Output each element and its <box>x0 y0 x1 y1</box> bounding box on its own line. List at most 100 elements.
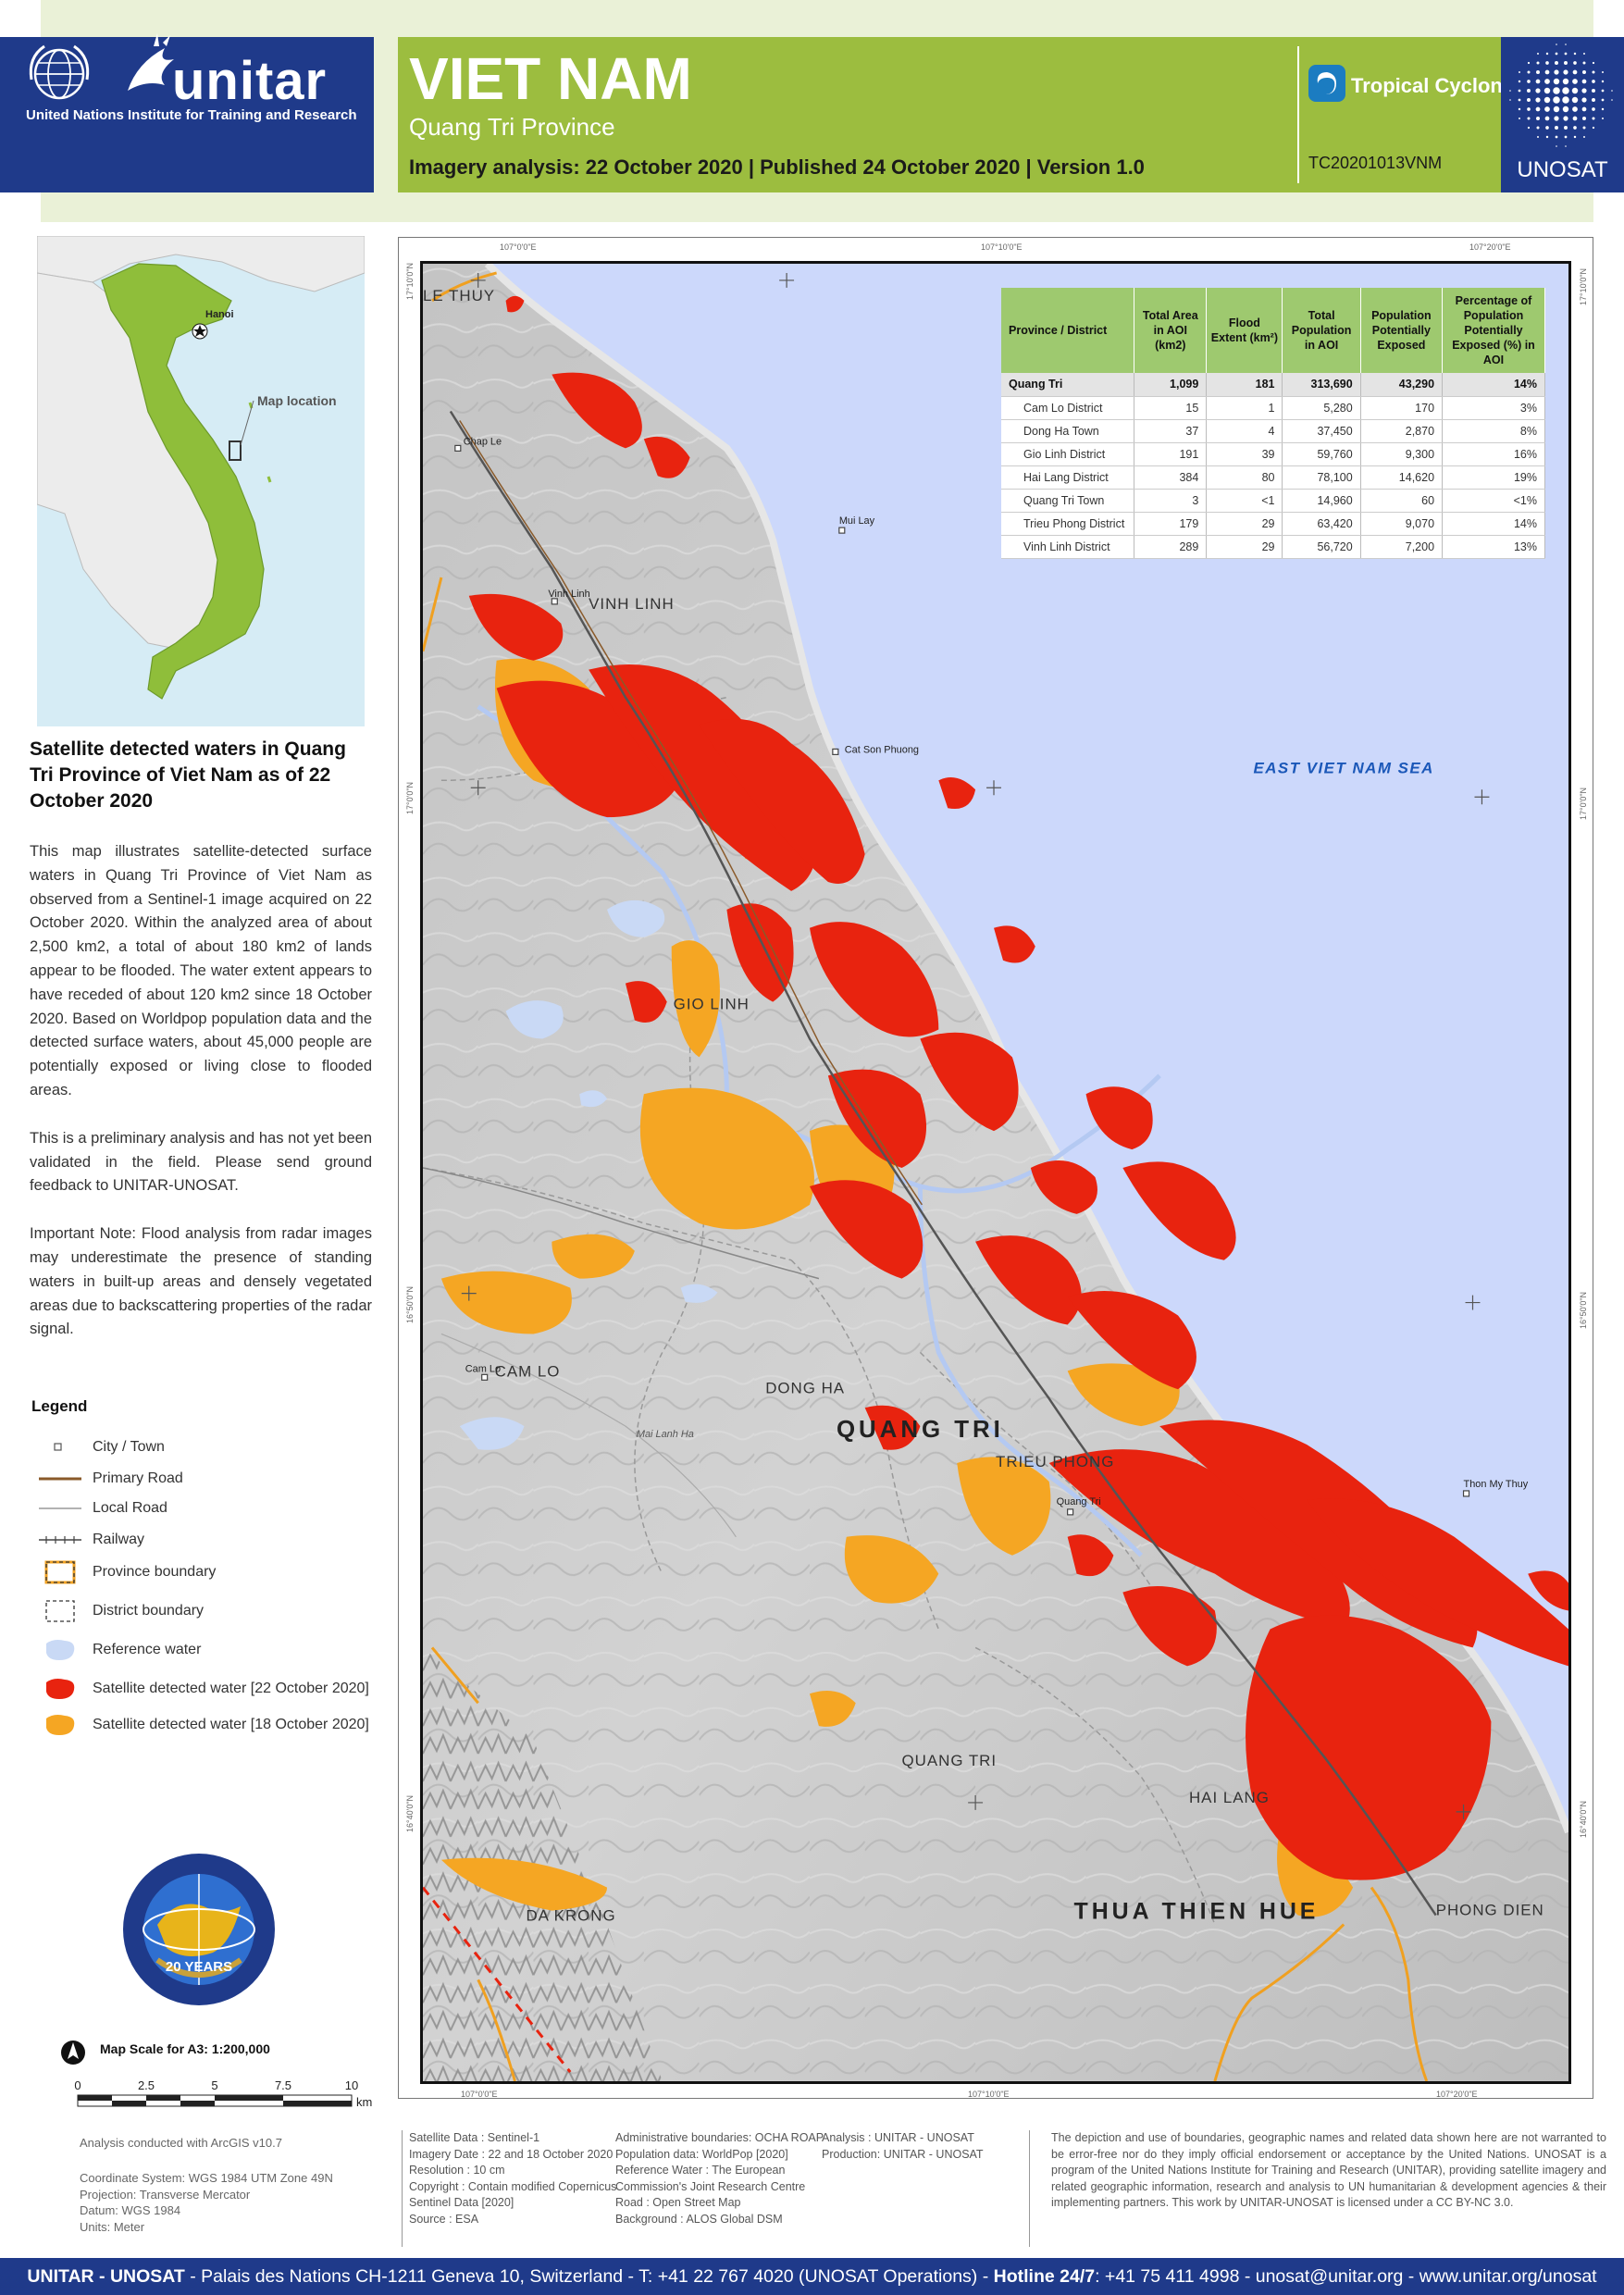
coord-label-left: 16°50'0"N <box>405 1285 415 1323</box>
town-label: Chap Le <box>464 436 502 447</box>
column-header: Total Population in AOI <box>1282 288 1361 373</box>
district-label: DONG HA <box>765 1379 845 1396</box>
table-cell: 13% <box>1442 535 1545 559</box>
district-boundary-icon <box>45 1600 75 1622</box>
table-row: Hai Lang District 384 80 78,100 14,620 19% <box>1001 465 1545 490</box>
legend-item-railway: Railway <box>39 1528 372 1556</box>
coord-label-bottom: 107°10'0"E <box>968 2090 1010 2099</box>
units: Units: Meter <box>80 2219 145 2234</box>
city-town-icon <box>54 1443 62 1451</box>
table-header-row: Province / District Total Area in AOI (k… <box>1001 288 1545 373</box>
table-cell: 63,420 <box>1282 512 1361 536</box>
credit-line: Copyright : Contain modified Copernicus <box>409 2179 617 2193</box>
legend-item-city: City / Town <box>39 1435 372 1463</box>
legend-item-water-22-oct: Satellite detected water [22 October 202… <box>39 1677 372 1705</box>
page-title: VIET NAM <box>409 45 692 112</box>
table-row: Gio Linh District 191 39 59,760 9,300 16% <box>1001 442 1545 466</box>
charter-anniversary-text: 20 YEARS <box>166 1959 232 1975</box>
scale-title: Map Scale for A3: 1:200,000 <box>100 2041 270 2056</box>
credit-line: Imagery Date : 22 and 18 October 2020 <box>409 2147 614 2161</box>
legend-label: Satellite detected water [22 October 202… <box>93 1681 369 1696</box>
table-cell: 313,690 <box>1282 373 1361 397</box>
unitar-wordmark: unitar <box>172 51 328 111</box>
town-label: Mui Lay <box>839 515 875 527</box>
coord-label-right: 17°10'0"N <box>1579 267 1588 305</box>
town-label: Thon My Thuy <box>1464 1479 1529 1490</box>
table-cell: Quang Tri Town <box>1001 489 1135 513</box>
town-label: Vinh Linh <box>548 589 589 600</box>
table-cell: 14,960 <box>1282 489 1361 513</box>
coord-label-bottom: 107°20'0"E <box>1436 2090 1478 2099</box>
coordinate-system-info: Coordinate System: WGS 1984 UTM Zone 49N… <box>80 2170 333 2235</box>
table-row: Dong Ha Town 37 4 37,450 2,870 8% <box>1001 419 1545 443</box>
table-cell: 1,099 <box>1134 373 1208 397</box>
table-row-total: Quang Tri 1,099 181 313,690 43,290 14% <box>1001 373 1545 397</box>
table-cell: 80 <box>1206 465 1283 490</box>
description-paragraph: Important Note: Flood analysis from rada… <box>30 1225 372 1338</box>
table-cell: 29 <box>1206 535 1283 559</box>
district-label: LE THUY <box>423 287 495 304</box>
coordinate-system: Coordinate System: WGS 1984 UTM Zone 49N <box>80 2171 333 2185</box>
unosat-dots-icon <box>1509 43 1613 147</box>
coord-label-bottom: 107°0'0"E <box>461 2090 498 2099</box>
capital-star-icon <box>192 323 208 340</box>
description-paragraph: This map illustrates satellite-detected … <box>30 843 372 1098</box>
credits-column-production: Analysis : UNITAR - UNOSAT Production: U… <box>822 2130 984 2163</box>
cyclone-icon <box>1308 65 1345 102</box>
map-description-title: Satellite detected waters in Quang Tri P… <box>30 738 346 812</box>
table-cell: 37,450 <box>1282 419 1361 443</box>
projection: Projection: Transverse Mercator <box>80 2187 251 2202</box>
coord-label-top: 107°20'0"E <box>1469 242 1511 252</box>
credits-column-satellite: Satellite Data : Sentinel-1 Imagery Date… <box>409 2130 616 2227</box>
unitar-bird-icon <box>128 33 174 91</box>
legend-item-district-boundary: District boundary <box>39 1599 372 1627</box>
sea-label: EAST VIET NAM SEA <box>1253 759 1433 776</box>
legend-label: Railway <box>93 1532 145 1547</box>
inset-location-label: Map location <box>257 393 337 408</box>
scale-tick-label: 7.5 <box>275 2078 291 2092</box>
local-road-icon <box>39 1507 81 1509</box>
table-cell: Hai Lang District <box>1001 465 1135 490</box>
legend-label: District boundary <box>93 1603 205 1619</box>
legend-label: Reference water <box>93 1642 202 1657</box>
unitar-subtitle: United Nations Institute for Training an… <box>26 107 357 123</box>
scale-bar: 0 2.5 5 7.5 10 km <box>74 2078 372 2109</box>
unosat-wordmark: UNOSAT <box>1517 157 1608 182</box>
table-cell: 59,760 <box>1282 442 1361 466</box>
table-cell: 8% <box>1442 419 1545 443</box>
map-frame <box>398 237 1593 2099</box>
footer-contact: : +41 75 411 4998 - unosat@unitar.org - … <box>1095 2266 1597 2287</box>
table-cell: 181 <box>1206 373 1283 397</box>
table-row: Trieu Phong District 179 29 63,420 9,070 14% <box>1001 512 1545 536</box>
district-label: HAI LANG <box>1189 1789 1270 1806</box>
legend-label: Province boundary <box>93 1564 217 1580</box>
inset-capital-label: Hanoi <box>205 309 234 320</box>
district-label: QUANG TRI <box>901 1752 997 1769</box>
credit-line: Satellite Data : Sentinel-1 <box>409 2131 540 2144</box>
column-header: Flood Extent (km²) <box>1206 288 1283 373</box>
table-cell: 3% <box>1442 396 1545 420</box>
location-inset-map <box>37 236 365 726</box>
event-type: Tropical Cyclone <box>1351 74 1515 97</box>
credit-line: Sentinel Data [2020] <box>409 2196 514 2209</box>
district-label: DA KRONG <box>526 1907 615 1925</box>
credit-line: Production: UNITAR - UNOSAT <box>822 2147 984 2161</box>
imagery-dates: Imagery analysis: 22 October 2020 | Publ… <box>409 155 1145 179</box>
district-label: VINH LINH <box>589 595 675 613</box>
credit-line: Road : Open Street Map <box>615 2196 741 2209</box>
table-cell: Gio Linh District <box>1001 442 1135 466</box>
table-cell: 15 <box>1134 396 1208 420</box>
town-label: Mai Lanh Ha <box>637 1429 694 1440</box>
legend-label: City / Town <box>93 1439 165 1455</box>
table-cell: 43,290 <box>1360 373 1444 397</box>
coord-label-right: 16°50'0"N <box>1579 1291 1588 1329</box>
table-cell: 5,280 <box>1282 396 1361 420</box>
table-cell: 9,070 <box>1360 512 1444 536</box>
credit-line: Reference Water : The European <box>615 2164 786 2177</box>
table-cell: 9,300 <box>1360 442 1444 466</box>
coord-label-right: 17°0'0"N <box>1579 787 1588 820</box>
town-label: Quang Tri <box>1057 1496 1101 1507</box>
table-cell: 289 <box>1134 535 1208 559</box>
scale-tick-label: 5 <box>211 2078 217 2092</box>
scale-unit: km <box>356 2095 372 2109</box>
